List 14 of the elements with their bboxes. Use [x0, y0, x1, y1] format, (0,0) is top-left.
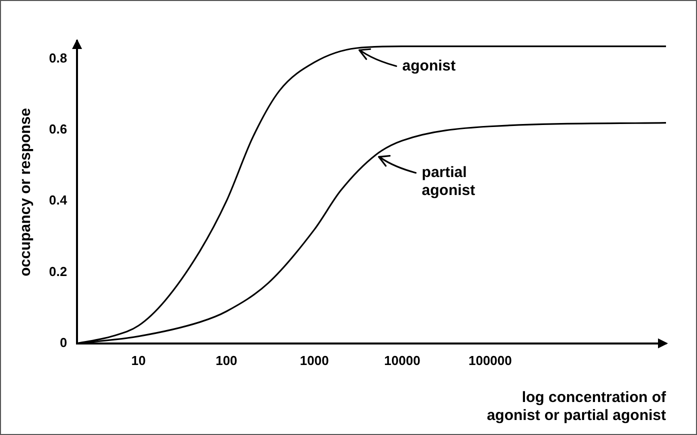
- y-tick-label: 0.6: [48, 122, 68, 137]
- x-tick-label: 10: [131, 352, 146, 368]
- y-tick-label: 0.2: [48, 264, 68, 279]
- annotation: partial agonist: [422, 164, 476, 199]
- x-axis-title: log concentration of agonist or partial agonist: [486, 389, 667, 424]
- annotation: agonist: [402, 57, 456, 74]
- x-tick-label: 10000: [384, 352, 420, 368]
- y-tick-label: 0: [60, 334, 68, 350]
- y-axis-title: occupancy or response: [17, 108, 34, 276]
- y-tick-label: 0.8: [48, 50, 68, 66]
- y-tick-label: 0.4: [48, 192, 68, 208]
- x-tick-label: 100: [216, 352, 238, 368]
- x-tick-label: 100000: [468, 352, 512, 368]
- x-tick-label: 1000: [300, 352, 329, 368]
